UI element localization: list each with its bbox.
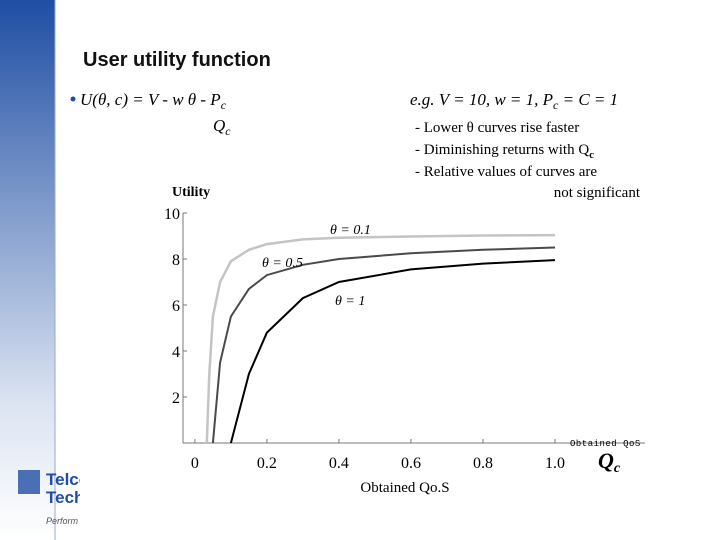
example-before: e.g. V = 10, w = 1, P [410,90,553,109]
x-tick-label: 0 [191,455,199,472]
side-strip [0,0,55,540]
denominator-sub: c [225,124,231,138]
series-label: θ = 1 [335,294,365,309]
x-symbol-main: Q [598,448,614,473]
x-tick-label: 0.4 [329,455,349,472]
note: not significant [554,185,641,201]
note-text: - Diminishing returns with Q [415,142,589,158]
example: e.g. V = 10, w = 1, Pc = C = 1 [410,90,618,112]
y-tick-label: 8 [172,252,180,269]
denominator: Q [213,116,225,135]
formula-sub: c [221,98,227,112]
logo-text: Tech [46,488,84,507]
chart: 2 4 6 8 10 0 0.2 0.4 0.6 0.8 1.0 Utility Obtained Qo… [164,185,645,496]
note: - Relative values of curves are [415,164,597,180]
y-axis-label: Utility [172,185,210,200]
note-sub: c [589,149,594,161]
logo-tagline: Perform [46,516,79,526]
formula-denominator: Qc [213,116,231,138]
x-axis-end-label: Obtained QoS [570,439,641,449]
x-tick-label: 0.2 [257,455,277,472]
series-line [229,259,556,444]
y-tick-label: 2 [172,390,180,407]
note-text: - Lower θ curves rise faster [415,120,579,136]
note: - Diminishing returns with Qc [415,142,594,161]
x-tick-label: 0.8 [473,455,493,472]
logo-text: Telco [46,470,89,489]
x-tick-label: 0.6 [401,455,421,472]
example-after: = C = 1 [558,90,618,109]
example-sub: c [553,98,559,112]
series-line [205,233,556,444]
series-label: θ = 0.1 [330,223,371,238]
x-symbol-sub: c [614,461,621,476]
series-label: θ = 0.5 [262,256,303,271]
bullet [70,96,76,102]
logo-mark [18,470,40,494]
slide-title: User utility function [83,49,271,71]
y-tick-label: 6 [172,298,180,315]
x-symbol: Qc [598,448,621,476]
x-axis-label: Obtained Qo.S [360,480,449,496]
note: - Lower θ curves rise faster [415,120,579,136]
formula-main: U(θ, c) = V - w θ - P [80,90,221,109]
x-tick-label: 1.0 [545,455,565,472]
y-tick-label: 4 [172,344,180,361]
notes: - Lower θ curves rise faster - Diminishin… [415,120,641,201]
logo: Telco Tech Perform [18,470,89,526]
series-line [211,246,556,444]
formula: U(θ, c) = V - w θ - Pc [80,90,227,112]
logo-clip [80,460,100,530]
note-text: not significant [554,185,641,201]
y-tick-label: 10 [164,206,180,223]
note-text: - Relative values of curves are [415,164,597,180]
